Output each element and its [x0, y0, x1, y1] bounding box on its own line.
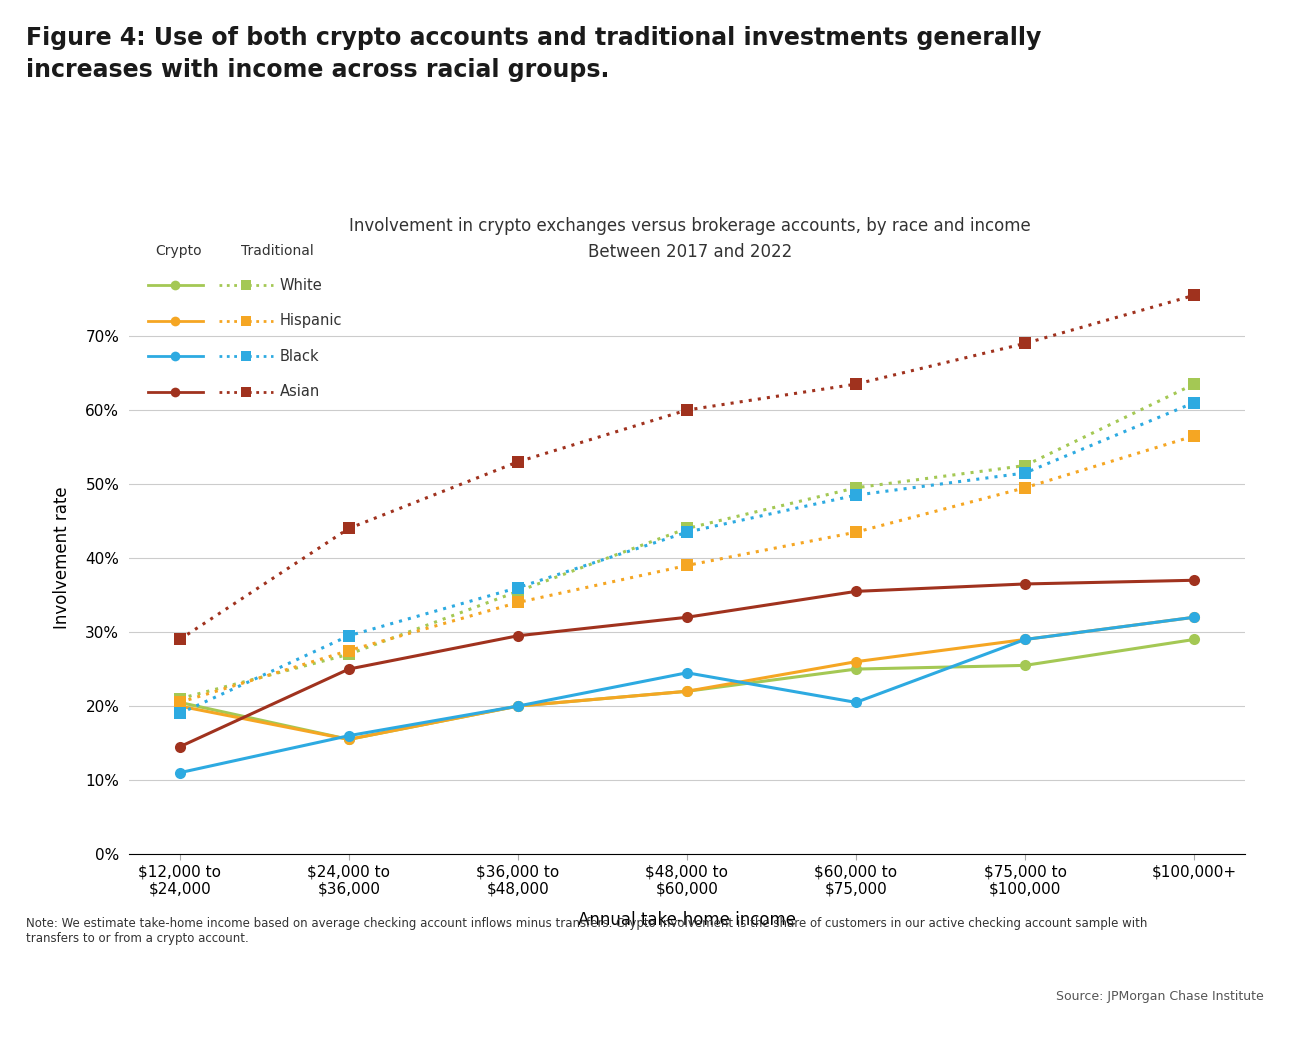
Text: Figure 4: Use of both crypto accounts and traditional investments generally
incr: Figure 4: Use of both crypto accounts an… — [26, 26, 1041, 82]
Text: Crypto: Crypto — [155, 244, 201, 258]
Text: Note: We estimate take-home income based on average checking account inflows min: Note: We estimate take-home income based… — [26, 917, 1147, 945]
Text: White: White — [280, 278, 322, 292]
Y-axis label: Involvement rate: Involvement rate — [53, 486, 71, 630]
Text: Involvement in crypto exchanges versus brokerage accounts, by race and income
Be: Involvement in crypto exchanges versus b… — [350, 217, 1031, 261]
Text: Traditional: Traditional — [241, 244, 313, 258]
Text: Black: Black — [280, 349, 320, 364]
Text: Asian: Asian — [280, 385, 320, 399]
Text: Source: JPMorgan Chase Institute: Source: JPMorgan Chase Institute — [1057, 990, 1264, 1003]
X-axis label: Annual take-home income: Annual take-home income — [578, 911, 796, 929]
Text: Hispanic: Hispanic — [280, 313, 342, 328]
